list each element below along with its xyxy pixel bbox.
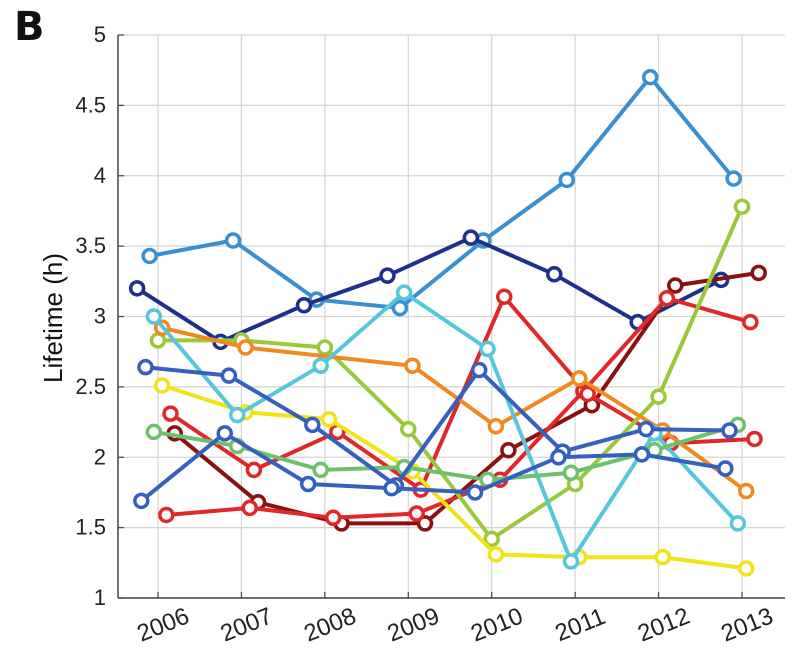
y-tick-label: 4 — [94, 163, 106, 188]
series-8 — [153, 377, 755, 577]
data-point — [733, 198, 751, 215]
data-point — [562, 553, 580, 570]
data-point — [229, 406, 246, 424]
data-point — [562, 464, 580, 481]
series-line — [135, 235, 724, 344]
data-point — [304, 416, 321, 434]
y-tick-label: 1 — [94, 585, 106, 610]
data-point — [158, 506, 175, 524]
data-point — [299, 475, 317, 493]
y-tick-label: 2 — [94, 444, 106, 469]
series-6 — [149, 198, 751, 548]
data-point — [725, 170, 742, 187]
data-point — [571, 370, 588, 387]
data-point — [737, 560, 755, 577]
data-point — [658, 289, 676, 307]
data-point — [404, 357, 421, 375]
data-point — [483, 530, 500, 548]
y-tick-label: 1.5 — [75, 515, 106, 540]
y-tick-label: 3.5 — [75, 233, 106, 258]
series-12 — [133, 425, 734, 510]
y-tick-label: 4.5 — [75, 92, 106, 117]
x-tick-label: 2012 — [634, 603, 694, 648]
data-point — [479, 340, 496, 358]
data-point — [320, 410, 338, 428]
data-point — [495, 288, 513, 306]
x-tick-label: 2010 — [467, 603, 527, 648]
data-point — [729, 515, 747, 532]
tick-labels: 1 1.5 2 2.5 3 3.5 4 4.5 5 2006 2007 2008 2009 2010 201… — [75, 22, 777, 648]
data-point — [220, 367, 238, 384]
data-point — [721, 422, 738, 439]
data-point — [667, 277, 684, 294]
data-point — [128, 280, 146, 297]
series-line — [147, 75, 736, 311]
data-point — [312, 357, 329, 375]
y-tick-label: 3 — [94, 304, 106, 329]
data-point — [737, 482, 755, 500]
data-point — [145, 308, 163, 325]
x-tick-label: 2009 — [384, 603, 444, 648]
data-point — [137, 358, 154, 376]
data-point — [470, 361, 488, 379]
series-line — [139, 431, 728, 503]
data-point — [466, 484, 484, 501]
panel-label: B — [14, 4, 45, 50]
data-point — [654, 548, 671, 566]
x-tick-label: 2008 — [300, 603, 360, 648]
data-point — [141, 247, 158, 265]
data-point — [400, 420, 417, 438]
data-point — [316, 339, 334, 356]
data-point — [546, 266, 563, 283]
x-tick-label: 2007 — [217, 603, 277, 648]
data-point — [145, 423, 163, 441]
data-point — [312, 461, 329, 479]
axes — [117, 34, 785, 599]
data-point — [395, 284, 413, 301]
x-tick-label: 2011 — [551, 603, 609, 647]
x-tick-label: 2006 — [133, 603, 193, 648]
data-point — [295, 296, 313, 314]
data-point — [324, 509, 342, 527]
data-point — [637, 420, 655, 438]
data-point — [162, 405, 179, 422]
y-tick-label: 2.5 — [75, 374, 106, 399]
data-point — [462, 229, 480, 246]
data-point — [416, 515, 434, 532]
x-tick-label: 2013 — [717, 603, 777, 648]
data-point — [641, 68, 659, 86]
data-point — [216, 425, 233, 442]
series-11 — [137, 358, 738, 494]
data-point — [550, 449, 567, 466]
data-point — [408, 505, 425, 522]
data-point — [379, 267, 396, 284]
data-point — [245, 461, 263, 479]
data-point — [500, 441, 517, 459]
data-point — [487, 546, 505, 563]
data-point — [224, 232, 242, 249]
series-layer — [128, 68, 767, 577]
data-point — [558, 171, 576, 189]
y-axis-label: Lifetime (h) — [38, 253, 68, 383]
data-point — [241, 499, 259, 517]
series-line — [143, 365, 732, 488]
data-point — [391, 299, 409, 317]
series-line — [156, 204, 744, 541]
data-point — [742, 313, 759, 331]
data-point — [633, 446, 651, 463]
data-point — [133, 492, 150, 510]
data-point — [579, 385, 596, 403]
data-point — [717, 460, 734, 477]
data-point — [487, 418, 505, 435]
data-point — [650, 388, 667, 405]
series-line — [160, 383, 749, 571]
series-1 — [141, 68, 742, 317]
data-point — [750, 264, 767, 282]
data-point — [383, 479, 400, 497]
data-point — [746, 430, 763, 448]
data-point — [153, 377, 171, 394]
y-tick-label: 5 — [94, 22, 106, 47]
data-point — [237, 339, 254, 356]
